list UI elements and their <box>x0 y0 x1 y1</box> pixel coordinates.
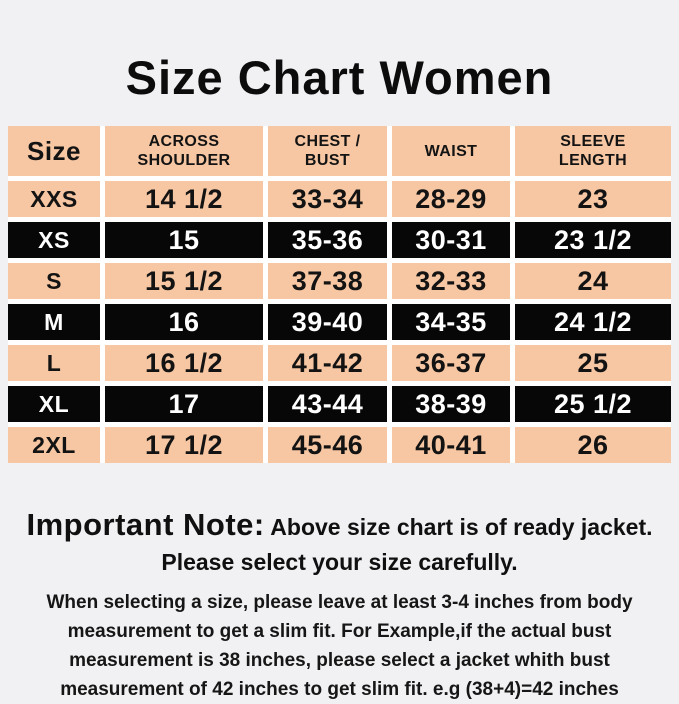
cell-waist: 34-35 <box>392 304 510 340</box>
cell-chest-bust: 33-34 <box>268 181 387 217</box>
cell-size: 2XL <box>8 427 100 463</box>
column-header-label: WAIST <box>424 142 478 160</box>
cell-across-shoulder: 14 1/2 <box>105 181 263 217</box>
important-note: Important Note: Above size chart is of r… <box>0 507 679 704</box>
note-body-line: measurement to get a slim fit. For Examp… <box>67 621 612 642</box>
cell-waist: 30-31 <box>392 222 510 258</box>
note-body-line: measurement of 42 inches to get slim fit… <box>60 679 619 700</box>
cell-size: S <box>8 263 100 299</box>
note-line-1: Important Note: Above size chart is of r… <box>0 507 679 543</box>
column-header-label: CHEST / BUST <box>294 133 361 169</box>
cell-waist: 32-33 <box>392 263 510 299</box>
column-header-label: SLEEVE LENGTH <box>558 133 628 169</box>
page-title: Size Chart Women <box>125 51 554 104</box>
cell-sleeve-length: 25 <box>515 345 671 381</box>
cell-sleeve-length: 24 <box>515 263 671 299</box>
note-heading: Important Note: <box>26 507 265 542</box>
cell-waist: 28-29 <box>392 181 510 217</box>
cell-chest-bust: 37-38 <box>268 263 387 299</box>
size-chart-page: Size Chart Women Size ACROSS SHOULDER CH… <box>8 51 671 700</box>
cell-across-shoulder: 17 1/2 <box>105 427 263 463</box>
size-table: Size ACROSS SHOULDER CHEST / BUST WAIST … <box>8 126 671 463</box>
note-lead: Above size chart is of ready jacket. <box>270 514 653 540</box>
column-header-size: Size <box>8 126 100 176</box>
column-header-chest-bust: CHEST / BUST <box>268 126 387 176</box>
note-body-line: When selecting a size, please leave at l… <box>46 592 633 613</box>
cell-chest-bust: 45-46 <box>268 427 387 463</box>
cell-chest-bust: 43-44 <box>268 386 387 422</box>
cell-size: L <box>8 345 100 381</box>
cell-chest-bust: 35-36 <box>268 222 387 258</box>
note-line-2: Please select your size carefully. <box>161 549 518 575</box>
cell-size: XS <box>8 222 100 258</box>
cell-chest-bust: 39-40 <box>268 304 387 340</box>
cell-sleeve-length: 26 <box>515 427 671 463</box>
cell-sleeve-length: 25 1/2 <box>515 386 671 422</box>
column-header-across-shoulder: ACROSS SHOULDER <box>105 126 263 176</box>
cell-sleeve-length: 24 1/2 <box>515 304 671 340</box>
note-body: When selecting a size, please leave at l… <box>0 588 679 704</box>
cell-size: XL <box>8 386 100 422</box>
cell-waist: 40-41 <box>392 427 510 463</box>
cell-across-shoulder: 17 <box>105 386 263 422</box>
column-header-sleeve-length: SLEEVE LENGTH <box>515 126 671 176</box>
cell-waist: 38-39 <box>392 386 510 422</box>
cell-across-shoulder: 15 1/2 <box>105 263 263 299</box>
column-header-waist: WAIST <box>392 126 510 176</box>
column-header-label: Size <box>26 135 82 166</box>
cell-sleeve-length: 23 1/2 <box>515 222 671 258</box>
cell-sleeve-length: 23 <box>515 181 671 217</box>
cell-across-shoulder: 15 <box>105 222 263 258</box>
cell-size: M <box>8 304 100 340</box>
note-body-line: measurement is 38 inches, please select … <box>69 650 610 671</box>
cell-chest-bust: 41-42 <box>268 345 387 381</box>
cell-size: XXS <box>8 181 100 217</box>
column-header-label: ACROSS SHOULDER <box>137 133 231 169</box>
cell-across-shoulder: 16 <box>105 304 263 340</box>
cell-waist: 36-37 <box>392 345 510 381</box>
cell-across-shoulder: 16 1/2 <box>105 345 263 381</box>
